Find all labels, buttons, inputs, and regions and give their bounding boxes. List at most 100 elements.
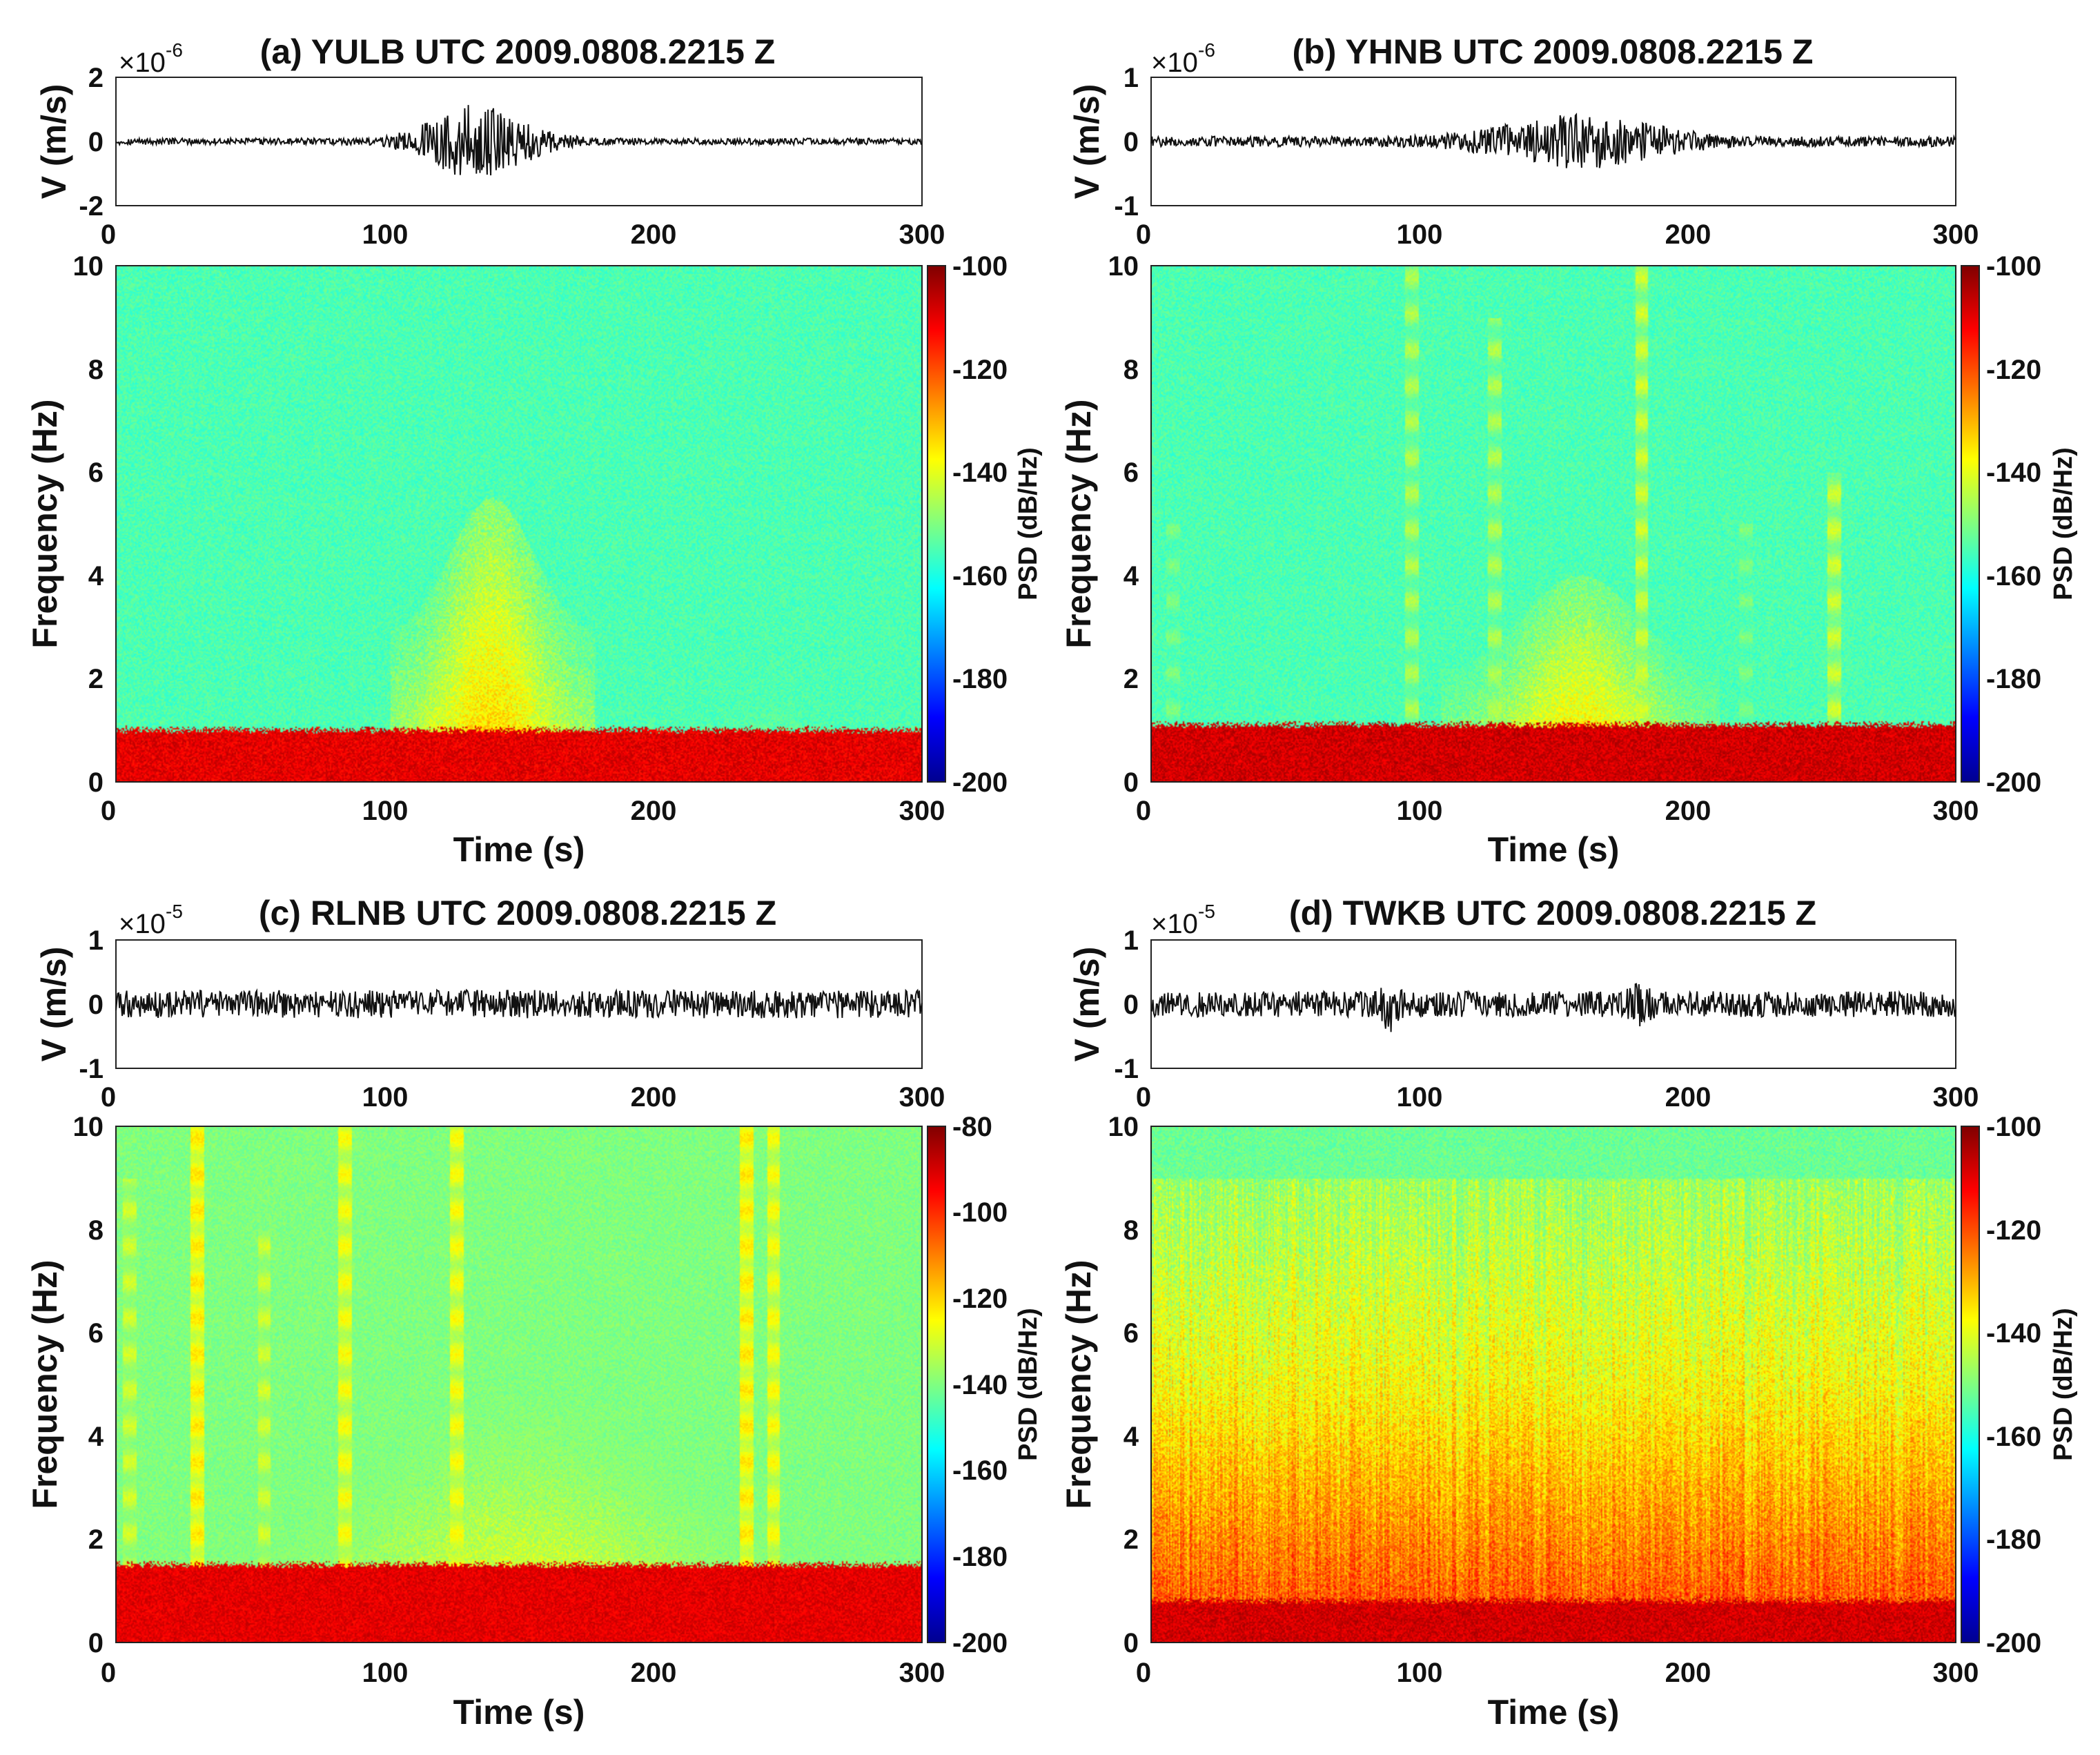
panel-a-title: (a) YULB UTC 2009.0808.2215 Z (260, 32, 776, 71)
panel-c-wf-xtick-2: 200 (631, 1082, 677, 1112)
panel-a-scale-base: ×10 (119, 48, 166, 78)
panel-d-spec-xtick-3: 300 (1933, 1658, 1979, 1688)
panel-c-waveform-ylabel: V (m/s) (35, 947, 73, 1062)
panel-b-wf-xtick-3: 300 (1933, 219, 1979, 250)
panel-c-cb-tick-1: -100 (952, 1197, 1008, 1228)
panel-d-wf-xtick-3: 300 (1933, 1082, 1979, 1112)
panel-c-title: (c) RLNB UTC 2009.0808.2215 Z (259, 894, 776, 932)
panel-a-spectrogram: Frequency (Hz) Time (s) 10 8 6 4 2 0 0 1… (26, 251, 945, 869)
panel-b-waveform-ylabel: V (m/s) (1068, 84, 1106, 199)
panel-b-waveform: V (m/s) 1 0 -1 0 100 200 300 (1068, 63, 1979, 250)
panel-b-spec-xlabel: Time (s) (1488, 830, 1620, 869)
panel-d-spec-ytick-0: 10 (1108, 1112, 1139, 1142)
panel-d-cb-tick-5: -200 (1986, 1628, 2041, 1658)
panel-a-wf-xtick-1: 100 (362, 219, 409, 250)
panel-d-spec-xlabel: Time (s) (1488, 1693, 1620, 1732)
panel-a-spec-xtick-3: 300 (899, 796, 945, 826)
panel-d-waveform-trace (1150, 983, 1956, 1032)
panel-d-spec-xtick-2: 200 (1665, 1658, 1711, 1688)
panel-a-cb-tick-5: -200 (952, 767, 1008, 798)
panel-a-spec-ytick-0: 10 (73, 251, 104, 282)
panel-a-cb-tick-3: -160 (952, 561, 1008, 591)
panel-b-wf-ytick-1: 0 (1123, 127, 1139, 157)
panel-b-spec-ytick-0: 10 (1108, 251, 1139, 282)
panel-c-cb-tick-6: -200 (952, 1628, 1008, 1658)
panel-d-spectrogram: Frequency (Hz) Time (s) 10 8 6 4 2 0 0 1… (1059, 1112, 1979, 1732)
panel-b-scale-exp: -6 (1198, 39, 1215, 61)
panel-d-spec-ytick-1: 8 (1123, 1215, 1139, 1246)
panel-a-wf-ytick-0: 2 (88, 63, 104, 93)
panel-c-spec-ytick-1: 8 (88, 1215, 104, 1246)
panel-b-cb-tick-5: -200 (1986, 767, 2041, 798)
panel-a-spec-xlabel: Time (s) (453, 830, 585, 869)
panel-a-colorbar-label: PSD (dB/Hz) (1014, 447, 1043, 600)
panel-c: (c) RLNB UTC 2009.0808.2215 Z ×10 -5 V (… (26, 894, 1043, 1732)
panel-a-spec-xtick-0: 0 (101, 796, 116, 826)
panel-c-waveform-trace (115, 988, 923, 1019)
panel-a-wf-xtick-0: 0 (101, 219, 116, 250)
panel-d-spectrogram-image (1151, 1126, 1956, 1643)
panel-a-wf-xtick-3: 300 (899, 219, 945, 250)
panel-c-cb-tick-3: -140 (952, 1370, 1008, 1400)
panel-b-wf-xtick-0: 0 (1136, 219, 1151, 250)
panel-b-spec-ylabel: Frequency (Hz) (1059, 399, 1098, 648)
panel-c-waveform: V (m/s) 1 0 -1 0 100 200 300 (35, 925, 945, 1112)
panel-c-spec-ylabel: Frequency (Hz) (26, 1259, 64, 1509)
panel-c-spectrogram-image (116, 1126, 922, 1643)
panel-b-spec-xtick-2: 200 (1665, 796, 1711, 826)
panel-b-spec-xtick-3: 300 (1933, 796, 1979, 826)
panel-d-scale-exp: -5 (1198, 901, 1215, 922)
panel-b-spec-ytick-1: 8 (1123, 355, 1139, 385)
panel-d-wf-xtick-2: 200 (1665, 1082, 1711, 1112)
panel-b-colorbar-label: PSD (dB/Hz) (2049, 447, 2078, 600)
panel-a-wf-ytick-1: 0 (88, 127, 104, 157)
panel-c-cb-tick-0: -80 (952, 1112, 992, 1142)
panel-b-cb-tick-0: -100 (1986, 251, 2041, 282)
panel-a-spec-ytick-3: 4 (88, 561, 104, 591)
panel-d-cb-tick-3: -160 (1986, 1422, 2041, 1452)
panel-b-spec-ytick-2: 6 (1123, 458, 1139, 488)
panel-a-spec-xtick-1: 100 (362, 796, 409, 826)
panel-d-waveform: V (m/s) 1 0 -1 0 100 200 300 (1068, 925, 1979, 1112)
panel-d-cb-tick-0: -100 (1986, 1112, 2041, 1142)
panel-b-wf-ytick-2: -1 (1114, 191, 1139, 222)
panel-d-wf-ytick-2: -1 (1114, 1054, 1139, 1084)
panel-b-spec-ytick-3: 4 (1123, 561, 1139, 591)
panel-b-wf-ytick-0: 1 (1123, 63, 1139, 93)
panel-c-spec-ytick-2: 6 (88, 1318, 104, 1349)
panel-d-colorbar: -100 -120 -140 -160 -180 -200 PSD (dB/Hz… (1961, 1112, 2078, 1658)
panel-a-wf-xtick-2: 200 (631, 219, 677, 250)
panel-c-spec-ytick-4: 2 (88, 1524, 104, 1555)
panel-c-wf-ytick-1: 0 (88, 990, 104, 1020)
panel-b-cb-tick-1: -120 (1986, 355, 2041, 385)
panel-c-spec-xtick-1: 100 (362, 1658, 409, 1688)
panel-d-wf-ytick-1: 0 (1123, 990, 1139, 1020)
panel-a-scale-exp: -6 (166, 39, 183, 61)
panel-c-cb-tick-4: -160 (952, 1455, 1008, 1486)
panel-c-cb-tick-2: -120 (952, 1284, 1008, 1314)
panel-b-colorbar: -100 -120 -140 -160 -180 -200 PSD (dB/Hz… (1961, 251, 2078, 798)
panel-a-cb-tick-2: -140 (952, 458, 1008, 488)
panel-a-cb-tick-0: -100 (952, 251, 1008, 282)
panel-c-spec-xtick-0: 0 (101, 1658, 116, 1688)
panel-c-wf-ytick-2: -1 (79, 1054, 104, 1084)
panel-a-spec-xtick-2: 200 (631, 796, 677, 826)
panel-d-spec-ytick-4: 2 (1123, 1524, 1139, 1555)
panel-d-title: (d) TWKB UTC 2009.0808.2215 Z (1289, 894, 1816, 932)
panel-c-wf-xtick-1: 100 (362, 1082, 409, 1112)
panel-b-wf-xtick-1: 100 (1397, 219, 1443, 250)
panel-b: (b) YHNB UTC 2009.0808.2215 Z ×10 -6 V (… (1059, 32, 2078, 869)
panel-c-spec-ytick-5: 0 (88, 1628, 104, 1658)
panel-b-wf-xtick-2: 200 (1665, 219, 1711, 250)
panel-c-spec-xlabel: Time (s) (453, 1693, 585, 1732)
panel-d-spec-ytick-2: 6 (1123, 1318, 1139, 1349)
panel-b-spec-ytick-4: 2 (1123, 664, 1139, 694)
panel-c-wf-xtick-3: 300 (899, 1082, 945, 1112)
panel-c-colorbar-label: PSD (dB/Hz) (1014, 1308, 1043, 1461)
panel-d-scale-base: ×10 (1151, 909, 1198, 939)
panel-a-cb-tick-1: -120 (952, 355, 1008, 385)
panel-c-spec-ytick-3: 4 (88, 1422, 104, 1452)
panel-b-title: (b) YHNB UTC 2009.0808.2215 Z (1293, 32, 1814, 71)
panel-a-cb-tick-4: -180 (952, 664, 1008, 694)
